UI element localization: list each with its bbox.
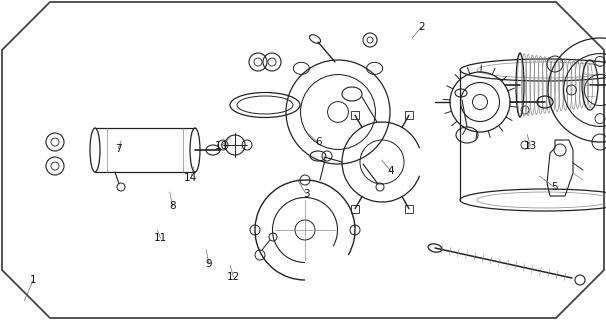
Text: 10: 10 — [215, 140, 228, 151]
Text: 5: 5 — [551, 182, 558, 192]
Text: 8: 8 — [170, 201, 176, 212]
Text: 14: 14 — [184, 172, 198, 183]
Text: 1: 1 — [30, 275, 36, 285]
Text: 13: 13 — [524, 140, 537, 151]
Text: 4: 4 — [388, 166, 394, 176]
Text: 6: 6 — [315, 137, 321, 148]
Text: 9: 9 — [206, 259, 212, 269]
Text: 2: 2 — [418, 22, 424, 32]
Text: 12: 12 — [227, 272, 240, 282]
Text: 7: 7 — [115, 144, 121, 154]
Text: 3: 3 — [303, 188, 309, 199]
Text: 11: 11 — [154, 233, 167, 244]
